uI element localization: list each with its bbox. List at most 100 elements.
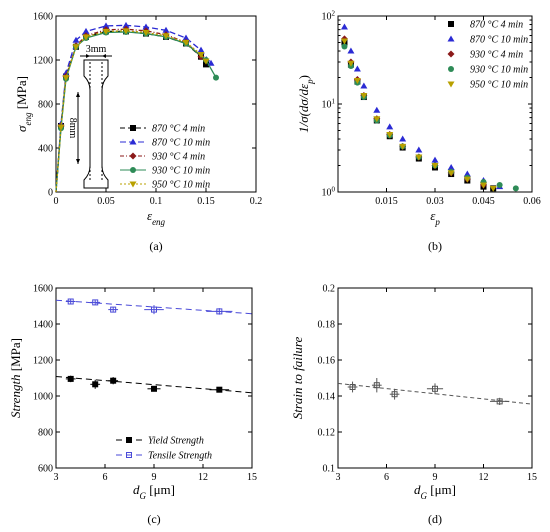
y-tick-label: 102 bbox=[322, 10, 336, 23]
legend-marker bbox=[448, 66, 454, 72]
series-1 bbox=[341, 39, 497, 192]
data-point bbox=[122, 21, 130, 28]
data-point bbox=[386, 123, 394, 130]
y-axis-label: Strength [MPa] bbox=[8, 338, 23, 418]
data-point bbox=[386, 132, 394, 139]
plot-frame bbox=[337, 287, 533, 469]
data-point bbox=[57, 124, 65, 131]
x-tick-label: 0.045 bbox=[472, 196, 495, 207]
y-tick-label-exp: 2 bbox=[332, 10, 336, 18]
x-axis-label-subscript: G bbox=[140, 491, 147, 501]
data-point bbox=[399, 135, 407, 142]
x-tick-label: 12 bbox=[198, 472, 208, 483]
specimen-inset: 3mm 8mm bbox=[67, 44, 112, 189]
data-point bbox=[431, 163, 439, 170]
y-tick-label: 1600 bbox=[33, 12, 53, 23]
x-axis-label-unit: [μm] bbox=[146, 482, 175, 497]
y-axis-label-text: 1/σ(dσ/dε bbox=[296, 83, 311, 133]
data-point bbox=[92, 299, 99, 306]
legend-label: 870 °C 4 min bbox=[470, 20, 523, 31]
data-point bbox=[340, 23, 348, 30]
y-tick-label: 0.14 bbox=[318, 392, 336, 403]
x-axis-label: dG [μm] bbox=[133, 482, 175, 501]
x-tick-label: 0.2 bbox=[250, 196, 263, 207]
length-arrow-bottom bbox=[76, 159, 80, 164]
y-tick-label: 800 bbox=[38, 428, 53, 439]
y-tick-label: 1400 bbox=[33, 320, 53, 331]
legend-label: 870 °C 4 min bbox=[152, 124, 205, 135]
data-point bbox=[399, 143, 407, 150]
data-point bbox=[373, 116, 381, 123]
y-axis-label: 1/σ(dσ/dεp) bbox=[296, 75, 315, 133]
y-tick-label-base: 10 bbox=[322, 188, 332, 199]
data-point bbox=[162, 33, 170, 40]
x-tick-label: 0.06 bbox=[523, 196, 541, 207]
legend-marker bbox=[447, 35, 455, 42]
data-point bbox=[360, 92, 368, 99]
data-point bbox=[349, 384, 356, 390]
series-2 bbox=[55, 298, 253, 315]
series-1 bbox=[337, 378, 533, 405]
x-tick-label: 6 bbox=[103, 472, 108, 483]
data-point bbox=[110, 377, 117, 384]
x-axis-label-text: d bbox=[414, 482, 421, 497]
series-5 bbox=[340, 38, 497, 192]
data-point bbox=[489, 185, 497, 192]
width-dimension-label: 3mm bbox=[86, 44, 107, 55]
data-point bbox=[353, 77, 361, 84]
legend-marker bbox=[126, 437, 132, 443]
width-arrow-left bbox=[86, 54, 90, 58]
y-tick-label-exp: 0 bbox=[332, 186, 336, 194]
data-point bbox=[432, 385, 438, 392]
data-point bbox=[142, 30, 150, 36]
data-point bbox=[182, 39, 190, 46]
data-point bbox=[463, 170, 471, 177]
x-axis-label: εp bbox=[430, 208, 440, 227]
legend-marker bbox=[129, 152, 137, 160]
y-tick-label: 0.18 bbox=[318, 320, 336, 331]
x-axis-label-subscript: p bbox=[434, 217, 440, 227]
y-axis-label: Strain to failure bbox=[290, 336, 305, 419]
y-axis-label-text: σ bbox=[14, 125, 29, 132]
data-point bbox=[151, 385, 157, 392]
panel-label: (a) bbox=[149, 239, 162, 253]
x-tick-label: 0.05 bbox=[97, 196, 115, 207]
x-axis-label: εeng bbox=[147, 208, 166, 227]
y-axis-label-unit: [MPa] bbox=[14, 76, 29, 112]
x-tick-label: 15 bbox=[527, 472, 537, 483]
chart-b-hardening-rate: 0.015 0.03 0.045 0.06100101102εp1/σ(dσ/dεp)… bbox=[296, 10, 541, 254]
y-axis-label-unit: [MPa] bbox=[8, 338, 23, 374]
y-tick-label: 0.1 bbox=[323, 464, 336, 475]
legend-label: 930 °C 10 min bbox=[152, 166, 210, 177]
data-point bbox=[340, 38, 348, 45]
data-point bbox=[92, 381, 99, 388]
data-point bbox=[341, 43, 348, 50]
x-tick-label: 12 bbox=[479, 472, 489, 483]
data-point bbox=[353, 65, 361, 72]
data-point bbox=[447, 163, 455, 170]
x-tick-label: 0.1 bbox=[150, 196, 163, 207]
legend-marker bbox=[130, 125, 136, 131]
y-tick-label: 600 bbox=[38, 464, 53, 475]
legend-label: Yield Strength bbox=[148, 436, 204, 447]
legend-marker bbox=[447, 81, 455, 88]
data-point bbox=[373, 106, 381, 113]
y-tick-label: 0.2 bbox=[323, 284, 336, 295]
data-point bbox=[67, 298, 74, 305]
y-tick-label: 0.12 bbox=[318, 428, 336, 439]
y-axis-label-text: Strain to failure bbox=[290, 336, 305, 419]
x-tick-label: 3 bbox=[54, 472, 59, 483]
legend-marker bbox=[129, 181, 137, 188]
data-point bbox=[67, 375, 74, 382]
panel-label: (b) bbox=[428, 239, 442, 253]
data-point bbox=[102, 22, 110, 29]
length-arrow-top bbox=[76, 92, 80, 97]
legend-marker bbox=[448, 21, 454, 27]
series-line bbox=[55, 30, 207, 193]
data-point bbox=[391, 391, 398, 398]
x-axis-label-text: d bbox=[133, 482, 140, 497]
data-point bbox=[213, 74, 219, 81]
x-tick-label: 0.015 bbox=[375, 196, 398, 207]
y-tick-label: 101 bbox=[322, 98, 336, 111]
legend-label: 950 °C 10 min bbox=[152, 180, 210, 191]
